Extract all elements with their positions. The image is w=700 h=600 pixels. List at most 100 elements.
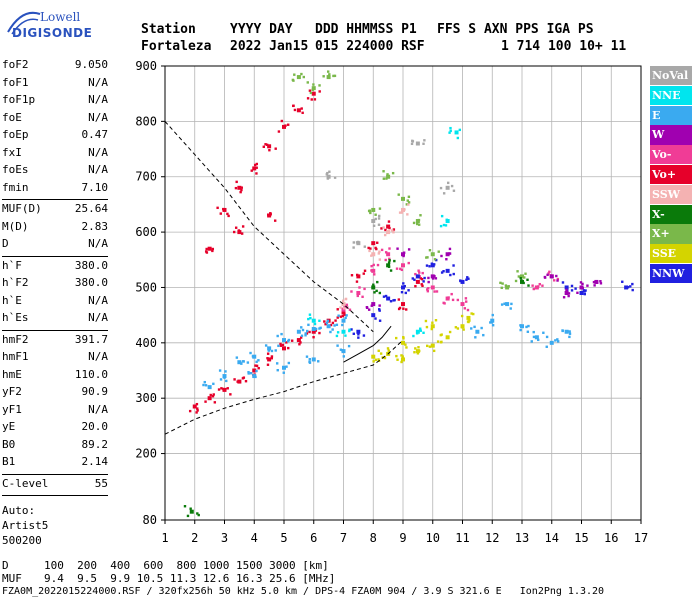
data-point-dot	[369, 211, 372, 215]
data-point-dot	[401, 355, 404, 358]
data-point-dot	[387, 265, 391, 268]
data-point	[356, 291, 361, 295]
param-row: yE 20.0	[2, 420, 108, 438]
data-point-dot	[531, 284, 534, 287]
param-value: 380.0	[74, 276, 108, 289]
data-point-dot	[235, 356, 239, 359]
data-point-dot	[442, 223, 446, 227]
y-tick-label: 300	[135, 391, 157, 405]
data-point-dot	[500, 286, 503, 290]
data-point-dot	[304, 334, 307, 337]
data-point	[311, 318, 316, 323]
data-point-dot	[348, 329, 351, 333]
data-point-dot	[422, 142, 425, 145]
chart-points	[183, 70, 634, 518]
param-key: h`F	[2, 258, 22, 272]
data-point	[296, 75, 301, 80]
data-point-dot	[300, 107, 303, 110]
data-point-dot	[376, 263, 380, 267]
data-point-dot	[196, 407, 199, 410]
data-point	[386, 252, 391, 257]
data-point	[534, 285, 539, 290]
data-point-dot	[570, 284, 574, 288]
data-point-dot	[433, 274, 436, 278]
data-point-dot	[264, 344, 268, 347]
data-point-dot	[421, 284, 424, 288]
data-point-dot	[284, 124, 287, 127]
data-point-dot	[396, 358, 399, 361]
data-point-dot	[378, 214, 381, 218]
x-tick-label: 13	[515, 531, 529, 545]
data-point	[430, 324, 435, 329]
series-nne	[307, 126, 462, 338]
data-point-dot	[377, 308, 381, 311]
data-point-dot	[574, 287, 577, 290]
data-point-dot	[339, 348, 343, 351]
data-point-dot	[329, 330, 332, 334]
data-point	[341, 329, 346, 334]
x-tick-label: 9	[399, 531, 406, 545]
data-point-dot	[208, 385, 211, 389]
data-point	[445, 335, 450, 340]
data-point-dot	[430, 262, 434, 265]
legend-item-x-: X-	[650, 204, 692, 224]
data-point-dot	[266, 363, 270, 366]
data-point-dot	[519, 328, 522, 332]
data-point-dot	[579, 281, 583, 284]
data-point-dot	[448, 330, 452, 334]
param-key: hmF1	[2, 350, 29, 363]
data-point-dot	[318, 327, 321, 330]
data-point-dot	[211, 395, 215, 398]
data-point	[296, 108, 301, 113]
data-point-dot	[400, 268, 404, 272]
data-point-dot	[270, 357, 273, 360]
data-point-dot	[428, 265, 431, 268]
data-point-dot	[507, 285, 510, 288]
data-point	[326, 324, 331, 329]
data-point-dot	[247, 371, 250, 374]
data-point-dot	[255, 162, 259, 166]
data-point-dot	[419, 329, 422, 332]
data-point-dot	[345, 303, 349, 307]
data-point-dot	[419, 327, 422, 330]
data-point-dot	[586, 284, 589, 287]
data-point-dot	[350, 328, 353, 331]
data-point-dot	[458, 128, 462, 132]
data-point-dot	[433, 263, 436, 266]
y-tick-label: 200	[135, 447, 157, 461]
data-point-dot	[385, 177, 388, 180]
data-point-dot	[399, 267, 402, 271]
data-point-dot	[357, 333, 360, 336]
data-point	[564, 329, 569, 334]
data-point-dot	[370, 254, 373, 257]
data-point-dot	[339, 306, 342, 309]
data-point-dot	[277, 130, 281, 133]
data-point-dot	[302, 75, 305, 79]
data-point-dot	[395, 267, 399, 270]
param-value: 2.14	[81, 455, 109, 468]
data-point-dot	[439, 186, 443, 190]
data-point-dot	[375, 289, 378, 293]
data-point-dot	[378, 319, 382, 322]
data-point-dot	[465, 278, 468, 281]
header-config-value: 1 714 100 10+ 11	[501, 39, 627, 54]
data-point-dot	[287, 339, 290, 343]
data-point-dot	[329, 323, 333, 327]
param-key: foEp	[2, 128, 29, 141]
data-point-dot	[336, 308, 339, 311]
data-point-dot	[532, 330, 535, 334]
data-point-dot	[482, 333, 485, 337]
data-point	[326, 75, 331, 80]
data-point	[282, 365, 286, 370]
data-point-dot	[374, 317, 377, 320]
data-point-dot	[308, 361, 312, 364]
data-point-dot	[195, 402, 199, 406]
x-tick-label: 8	[370, 531, 377, 545]
data-point-dot	[434, 277, 438, 280]
data-point-dot	[255, 360, 258, 364]
data-point-dot	[527, 284, 530, 287]
header-date-value: 2022 Jan15	[230, 39, 309, 54]
data-point-dot	[464, 300, 468, 303]
data-point-dot	[520, 279, 523, 282]
data-point-dot	[357, 336, 360, 339]
